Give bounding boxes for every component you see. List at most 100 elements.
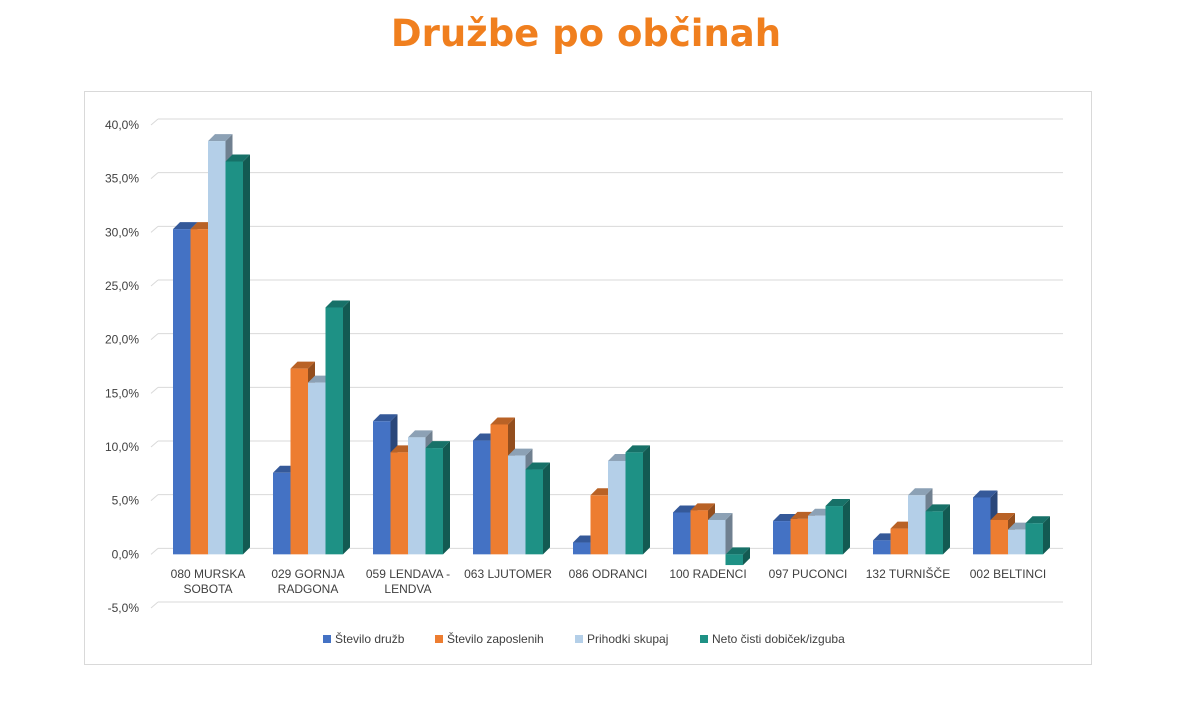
bar-top	[225, 154, 250, 162]
bar-top	[490, 417, 515, 425]
bar-top	[990, 512, 1015, 520]
bar-top	[290, 361, 315, 369]
bar	[825, 506, 843, 555]
bar	[173, 229, 191, 555]
y-tick-label: -5,0%	[108, 601, 140, 615]
bar-side	[943, 504, 950, 555]
bar-top	[725, 547, 750, 555]
legend-swatch	[700, 635, 708, 643]
bar-0-3	[225, 154, 250, 555]
bar-side	[443, 441, 450, 555]
bar	[190, 229, 208, 555]
y-tick-label: 0,0%	[112, 547, 140, 561]
y-tick-label: 40,0%	[105, 118, 139, 132]
bar-side	[1043, 516, 1050, 555]
gridline-diag	[150, 440, 159, 448]
bar	[408, 437, 426, 555]
legend-label: Prihodki skupaj	[587, 632, 668, 646]
gridline-diag	[150, 225, 159, 233]
bar-side	[843, 499, 850, 555]
legend-label: Število zaposlenih	[447, 631, 544, 646]
gridline-diag	[150, 494, 159, 502]
x-tick-label: 059 LENDAVA -	[366, 567, 450, 581]
gridline-diag	[150, 386, 159, 394]
bar	[390, 452, 408, 555]
bar-top	[973, 490, 998, 498]
bar-top	[425, 441, 450, 449]
bar	[225, 161, 243, 555]
legend-label: Število družb	[335, 631, 405, 646]
bar	[590, 495, 608, 555]
bar	[290, 368, 308, 555]
bar-side	[643, 445, 650, 555]
bar-top	[208, 134, 233, 142]
bar	[425, 448, 443, 555]
bar	[325, 307, 343, 555]
x-tick-label: SOBOTA	[183, 582, 232, 596]
bar	[490, 424, 508, 555]
bar-1-3	[325, 300, 350, 555]
bar	[925, 511, 943, 555]
legend-swatch	[323, 635, 331, 643]
bar	[673, 512, 691, 555]
bar	[473, 440, 491, 555]
page-title: Družbe po občinah	[390, 12, 782, 55]
bar-5-3	[725, 547, 750, 566]
x-tick-label: 063 LJUTOMER	[464, 567, 552, 581]
x-tick-label: 086 ODRANCI	[569, 567, 648, 581]
y-tick-label: 25,0%	[105, 279, 139, 293]
bar-side	[725, 512, 733, 555]
bar-5-2	[708, 512, 733, 555]
x-tick-label: RADGONA	[278, 582, 339, 596]
gridline-diag	[150, 601, 159, 609]
bar-top	[908, 488, 933, 496]
bar-2-3	[425, 441, 450, 555]
bar-top	[373, 414, 398, 422]
bar-4-3	[625, 445, 650, 555]
x-tick-label: 080 MURSKA	[171, 567, 246, 581]
bar	[908, 495, 926, 555]
x-tick-label: 002 BELTINCI	[970, 567, 1046, 581]
bar	[808, 515, 826, 555]
bar-top	[325, 300, 350, 308]
bar	[690, 510, 708, 555]
bar	[873, 540, 891, 555]
x-tick-label: LENDVA	[384, 582, 431, 596]
y-tick-label: 35,0%	[105, 172, 139, 186]
bar	[990, 519, 1008, 555]
legend-swatch	[575, 635, 583, 643]
bar-top	[925, 504, 950, 512]
bar-top	[525, 462, 550, 470]
bar	[890, 528, 908, 555]
bars	[173, 134, 1050, 566]
bar	[725, 554, 743, 566]
bar-top	[690, 503, 715, 511]
bar	[1025, 523, 1043, 555]
gridline-diag	[150, 172, 159, 180]
bar-side	[243, 154, 250, 555]
chart-frame: -5,0% 0,0% 5,0% 10,0% 15,0% 20,0% 25,0% 30,0% 35…	[84, 91, 1092, 665]
bar	[1008, 529, 1026, 555]
bar-top	[825, 499, 850, 507]
bar	[773, 521, 791, 555]
bar-top	[508, 448, 533, 456]
chart-svg: -5,0% 0,0% 5,0% 10,0% 15,0% 20,0% 25,0% 30,0% 35…	[105, 118, 1063, 646]
y-tick-label: 10,0%	[105, 440, 139, 454]
gridline-diag	[150, 333, 159, 341]
legend: Število družb Število zaposlenih Prihodki …	[323, 631, 845, 646]
legend-label: Neto čisti dobiček/izguba	[712, 632, 845, 646]
bar	[973, 497, 991, 555]
bar	[625, 452, 643, 555]
bar	[373, 421, 391, 555]
bar	[208, 141, 226, 555]
gridline-diag	[150, 118, 159, 126]
bar-side	[343, 300, 350, 555]
y-tick-label: 15,0%	[105, 386, 139, 400]
bar-top	[708, 512, 733, 520]
bar	[708, 519, 726, 555]
bar	[608, 460, 626, 555]
bar-top	[1025, 516, 1050, 524]
gridline-diag	[150, 547, 159, 555]
x-tick-label: 132 TURNIŠČE	[866, 566, 950, 581]
bar	[508, 455, 526, 555]
